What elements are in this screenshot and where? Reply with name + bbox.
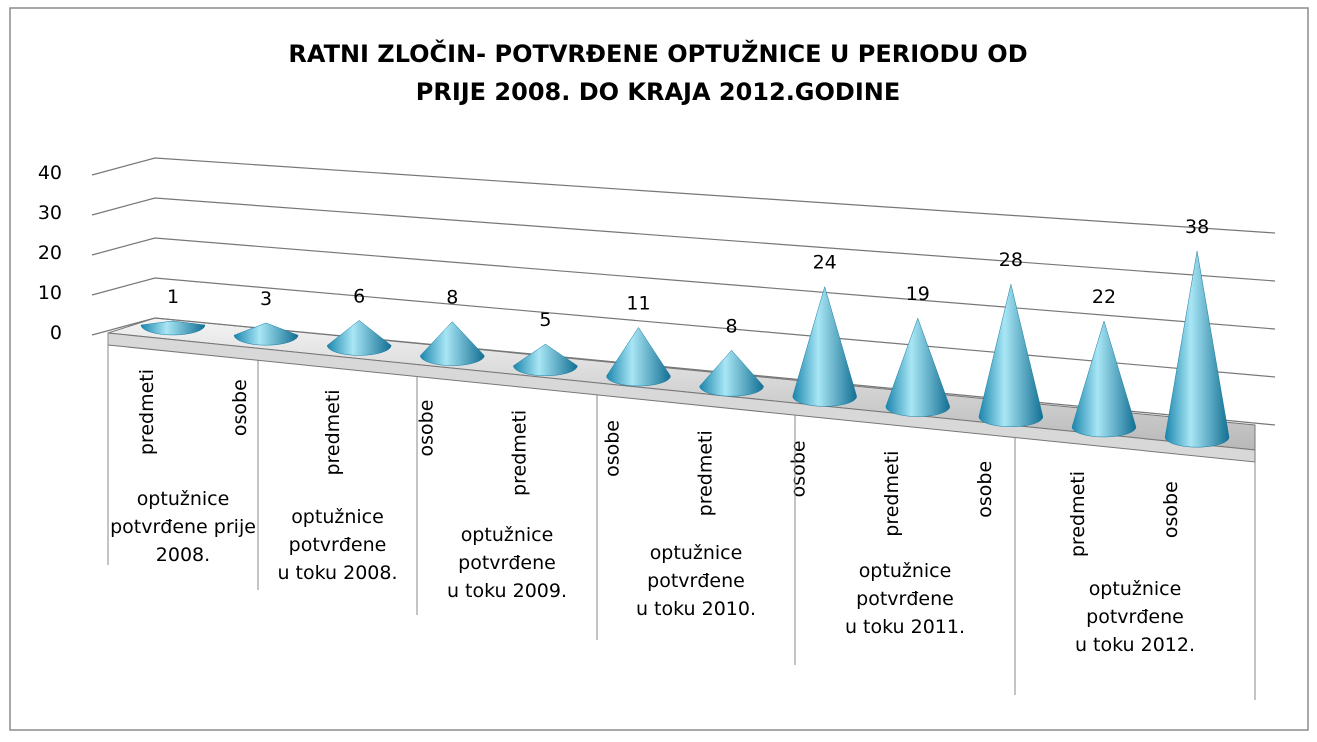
x-tick-label: predmeti [1067,471,1089,557]
value-label: 6 [353,285,365,307]
group-label: u toku 2011. [845,616,965,638]
group-label: potvrđene prije [110,516,256,538]
chart-title: PRIJE 2008. DO KRAJA 2012.GODINE [416,78,901,106]
x-tick-label: osobe [974,461,996,518]
group-label: potvrđene [289,534,387,556]
cone [699,349,764,397]
group-label: u toku 2009. [447,580,567,602]
group-label: potvrđene [458,552,556,574]
grid-line [91,197,1276,282]
group-label: optužnice [137,488,230,510]
value-label: 38 [1185,216,1209,238]
value-label: 24 [813,252,837,274]
group-label: optužnice [859,560,952,582]
group-label: u toku 2012. [1075,634,1195,656]
value-label: 8 [726,315,738,337]
x-tick-label: osobe [415,400,437,457]
x-tick-label: predmeti [695,430,717,516]
group-label: optužnice [461,524,554,546]
cone [978,284,1044,428]
grid-line [91,237,1276,330]
group-label: 2008. [156,544,210,566]
chart-title: RATNI ZLOČIN- POTVRĐENE OPTUŽNICE U PERI… [288,38,1027,68]
cone [1071,320,1137,438]
x-tick-label: osobe [1160,481,1182,538]
cone [513,343,578,377]
cone [233,322,299,346]
value-label: 5 [539,309,551,331]
value-label: 22 [1092,286,1116,308]
cone [140,320,206,336]
value-label: 28 [999,249,1023,271]
y-tick-label: 40 [38,162,62,184]
value-label: 8 [446,287,458,309]
value-label: 19 [906,283,930,305]
group-label: optužnice [291,506,384,528]
value-label: 11 [626,293,650,315]
group-label: u toku 2008. [277,562,397,584]
cone [1164,250,1230,448]
group-label: potvrđene [856,588,954,610]
x-tick-label: predmeti [136,369,158,455]
y-tick-label: 10 [38,282,62,304]
group-label: optužnice [650,542,743,564]
grid-line [91,157,1276,234]
x-tick-label: predmeti [322,389,344,475]
cone [326,320,392,356]
group-label: potvrđene [647,570,745,592]
grid-line [91,277,1276,378]
group-label: u toku 2010. [636,598,756,620]
group-label: optužnice [1089,578,1182,600]
x-tick-label: osobe [788,440,810,497]
cone [792,285,857,407]
cone [885,317,951,417]
y-tick-label: 20 [38,242,62,264]
value-label: 3 [260,288,272,310]
x-tick-label: osobe [602,420,624,477]
y-tick-label: 0 [50,322,62,344]
cone [420,321,485,366]
group-label: potvrđene [1086,606,1184,628]
x-tick-label: osobe [229,379,251,436]
x-tick-label: predmeti [881,451,903,537]
y-tick-label: 30 [38,202,62,224]
cone [606,327,671,387]
x-tick-label: predmeti [508,410,530,496]
value-label: 1 [167,286,179,308]
